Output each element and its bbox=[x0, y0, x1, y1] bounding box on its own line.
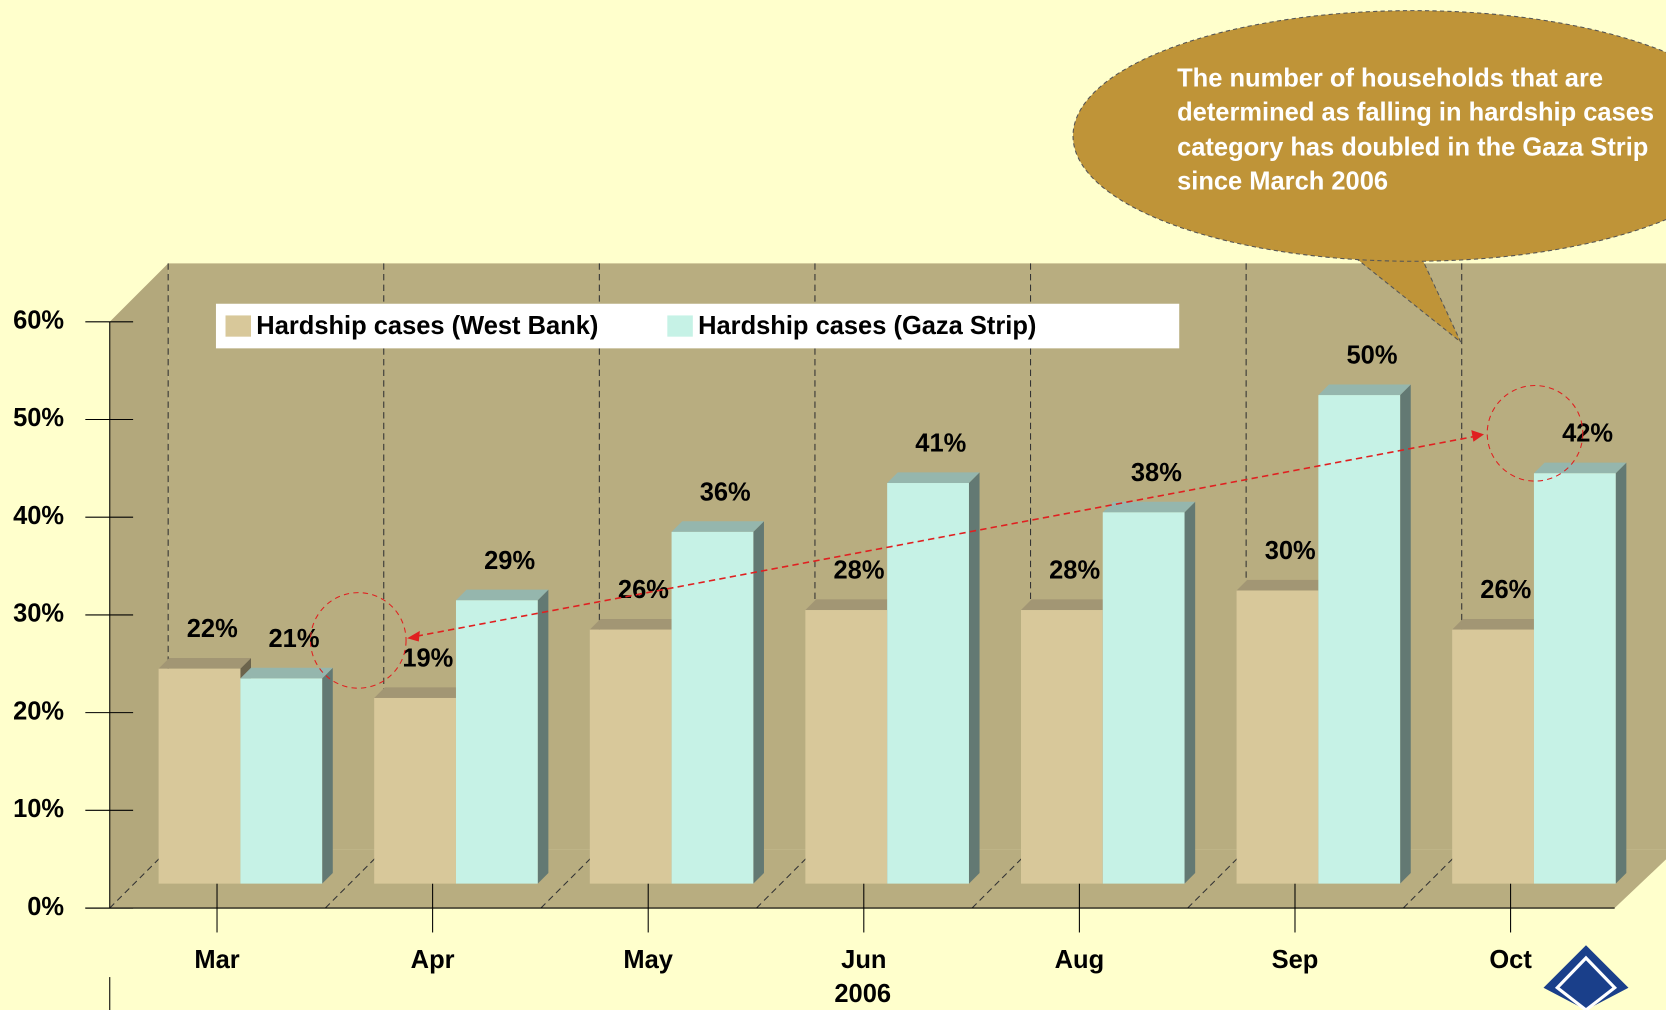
bar-top bbox=[455, 589, 549, 601]
bar-top bbox=[240, 667, 333, 679]
bar-top bbox=[1533, 462, 1627, 474]
value-label: 21% bbox=[269, 625, 320, 653]
y-tick-label: 20% bbox=[13, 697, 64, 725]
grid-line bbox=[971, 849, 1031, 909]
legend-box bbox=[215, 303, 1180, 349]
bar bbox=[374, 697, 456, 884]
arrow-head bbox=[407, 630, 420, 642]
bar-top bbox=[1236, 579, 1329, 591]
bar bbox=[1318, 395, 1401, 884]
callout-text: The number of households that are bbox=[1177, 64, 1603, 92]
callout-text: category has doubled in the Gaza Strip bbox=[1177, 133, 1648, 161]
bar-top bbox=[158, 658, 252, 669]
bar bbox=[158, 668, 241, 884]
bar-top bbox=[671, 521, 764, 532]
bar bbox=[1020, 610, 1103, 884]
bar bbox=[1236, 590, 1319, 884]
legend: Hardship cases (West Bank) Hardship case… bbox=[215, 303, 1180, 349]
highlight-circle bbox=[309, 592, 407, 689]
callout-text: determined as falling in hardship cases bbox=[1177, 98, 1654, 126]
y-tick-label: 0% bbox=[27, 893, 64, 921]
bar-top bbox=[1102, 501, 1196, 513]
bar bbox=[887, 483, 969, 884]
grid-line bbox=[756, 849, 816, 909]
legend-label: Hardship cases (Gaza Strip) bbox=[698, 312, 1036, 340]
side-wall bbox=[109, 263, 169, 909]
bar bbox=[1533, 473, 1616, 884]
y-tick-label: 60% bbox=[13, 307, 64, 335]
legend-label: Hardship cases (West Bank) bbox=[256, 312, 598, 340]
grid-line bbox=[1187, 849, 1247, 909]
bar-top bbox=[1452, 618, 1545, 630]
bar-top bbox=[374, 687, 467, 698]
value-label: 22% bbox=[187, 615, 238, 643]
bar-top bbox=[1318, 384, 1411, 396]
callout-text: since March 2006 bbox=[1177, 167, 1388, 195]
value-label: 42% bbox=[1562, 420, 1613, 448]
value-label: 28% bbox=[1049, 557, 1100, 585]
bar-side bbox=[1184, 501, 1196, 884]
x-tick-label: May bbox=[623, 946, 673, 974]
logo-shape bbox=[1554, 955, 1618, 1010]
grid-line bbox=[109, 849, 169, 909]
value-label: 26% bbox=[1480, 576, 1531, 604]
legend-swatch bbox=[225, 315, 252, 337]
grid-line bbox=[324, 849, 385, 909]
bar-side bbox=[1400, 384, 1411, 884]
arrow-head bbox=[1471, 430, 1485, 442]
value-label: 28% bbox=[834, 557, 885, 585]
bar-side bbox=[753, 521, 764, 884]
bar-top bbox=[589, 618, 683, 630]
value-label: 19% bbox=[402, 644, 453, 672]
trend-arrow bbox=[416, 435, 1475, 637]
callout: The number of households that are determ… bbox=[1072, 10, 1666, 343]
bar-side bbox=[322, 667, 333, 884]
y-tick-label: 30% bbox=[13, 600, 64, 628]
x-tick-label: Jun bbox=[841, 946, 886, 974]
grid-line bbox=[540, 849, 600, 909]
value-label: 30% bbox=[1265, 537, 1316, 565]
bar bbox=[455, 600, 538, 884]
bar-side bbox=[537, 589, 549, 884]
x-tick-label: Sep bbox=[1272, 946, 1319, 974]
y-tick-label: 50% bbox=[13, 404, 64, 432]
x-axis-label: 2006 bbox=[834, 980, 891, 1008]
bar bbox=[671, 531, 754, 884]
y-tick-label: 40% bbox=[13, 502, 64, 530]
x-tick-label: Apr bbox=[411, 946, 455, 974]
highlight-circle bbox=[1486, 384, 1584, 482]
value-label: 41% bbox=[915, 430, 966, 458]
bar-top bbox=[805, 599, 898, 611]
bar-top bbox=[1020, 599, 1114, 611]
x-tick-label: Oct bbox=[1489, 946, 1532, 974]
bar bbox=[1102, 512, 1185, 884]
trend-annotation bbox=[309, 384, 1584, 689]
bar bbox=[240, 678, 323, 884]
value-label: 38% bbox=[1131, 459, 1182, 487]
y-tick-label: 10% bbox=[13, 795, 64, 823]
x-tick-label: Aug bbox=[1055, 946, 1105, 974]
bar bbox=[1452, 629, 1534, 884]
grid-line bbox=[1402, 849, 1463, 909]
logo bbox=[1543, 945, 1629, 1010]
bar-top bbox=[887, 472, 980, 484]
bar bbox=[589, 629, 672, 884]
x-tick-label: Mar bbox=[194, 946, 239, 974]
value-label: 50% bbox=[1346, 342, 1397, 370]
callout-bubble bbox=[1072, 10, 1666, 262]
value-label: 36% bbox=[700, 478, 751, 506]
bar-side bbox=[968, 472, 980, 884]
bar bbox=[805, 610, 888, 884]
value-label: 29% bbox=[484, 547, 535, 575]
legend-swatch bbox=[667, 315, 693, 337]
bar-side bbox=[1615, 462, 1627, 884]
